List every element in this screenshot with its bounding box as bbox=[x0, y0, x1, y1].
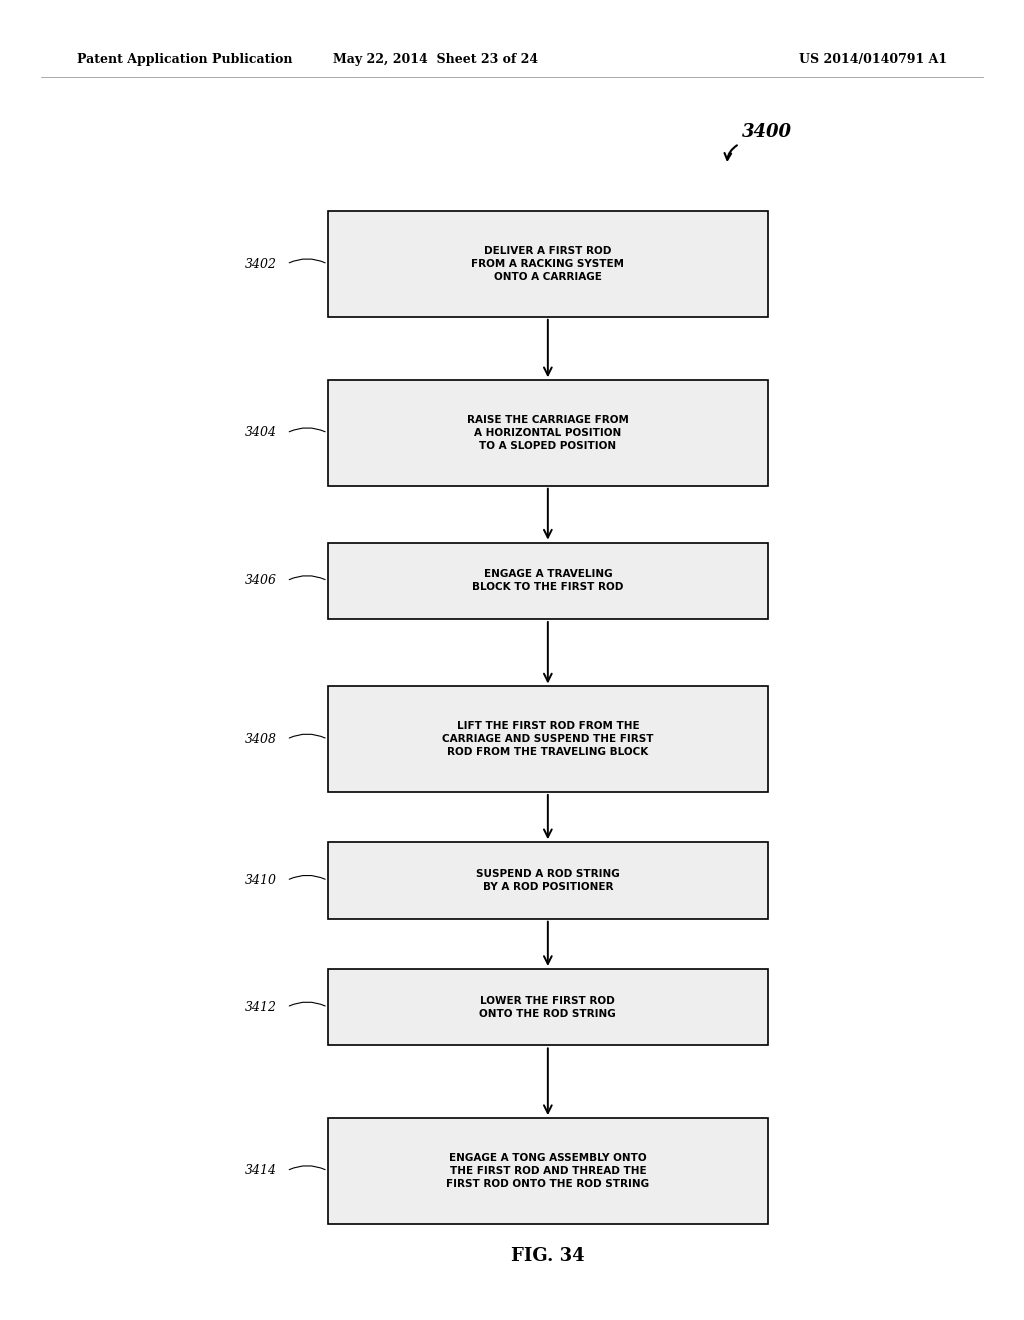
Bar bbox=[328, 969, 768, 1045]
Text: FIG. 34: FIG. 34 bbox=[511, 1246, 585, 1265]
Text: ENGAGE A TONG ASSEMBLY ONTO
THE FIRST ROD AND THREAD THE
FIRST ROD ONTO THE ROD : ENGAGE A TONG ASSEMBLY ONTO THE FIRST RO… bbox=[446, 1152, 649, 1189]
Text: Patent Application Publication: Patent Application Publication bbox=[77, 53, 292, 66]
Bar bbox=[328, 1118, 768, 1224]
Text: 3410: 3410 bbox=[245, 874, 276, 887]
Text: US 2014/0140791 A1: US 2014/0140791 A1 bbox=[799, 53, 947, 66]
Text: ENGAGE A TRAVELING
BLOCK TO THE FIRST ROD: ENGAGE A TRAVELING BLOCK TO THE FIRST RO… bbox=[472, 569, 624, 593]
Text: 3406: 3406 bbox=[245, 574, 276, 587]
Text: DELIVER A FIRST ROD
FROM A RACKING SYSTEM
ONTO A CARRIAGE: DELIVER A FIRST ROD FROM A RACKING SYSTE… bbox=[471, 246, 625, 282]
Text: 3404: 3404 bbox=[245, 426, 276, 440]
Bar bbox=[328, 543, 768, 619]
Text: 3402: 3402 bbox=[245, 257, 276, 271]
Text: 3400: 3400 bbox=[742, 123, 793, 141]
Text: 3414: 3414 bbox=[245, 1164, 276, 1177]
Text: 3408: 3408 bbox=[245, 733, 276, 746]
Text: 3412: 3412 bbox=[245, 1001, 276, 1014]
Bar bbox=[328, 211, 768, 317]
Text: LIFT THE FIRST ROD FROM THE
CARRIAGE AND SUSPEND THE FIRST
ROD FROM THE TRAVELIN: LIFT THE FIRST ROD FROM THE CARRIAGE AND… bbox=[442, 721, 653, 758]
Text: RAISE THE CARRIAGE FROM
A HORIZONTAL POSITION
TO A SLOPED POSITION: RAISE THE CARRIAGE FROM A HORIZONTAL POS… bbox=[467, 414, 629, 451]
Bar bbox=[328, 686, 768, 792]
Text: May 22, 2014  Sheet 23 of 24: May 22, 2014 Sheet 23 of 24 bbox=[333, 53, 538, 66]
Bar bbox=[328, 842, 768, 919]
Bar bbox=[328, 380, 768, 486]
Text: LOWER THE FIRST ROD
ONTO THE ROD STRING: LOWER THE FIRST ROD ONTO THE ROD STRING bbox=[479, 995, 616, 1019]
Text: SUSPEND A ROD STRING
BY A ROD POSITIONER: SUSPEND A ROD STRING BY A ROD POSITIONER bbox=[476, 869, 620, 892]
